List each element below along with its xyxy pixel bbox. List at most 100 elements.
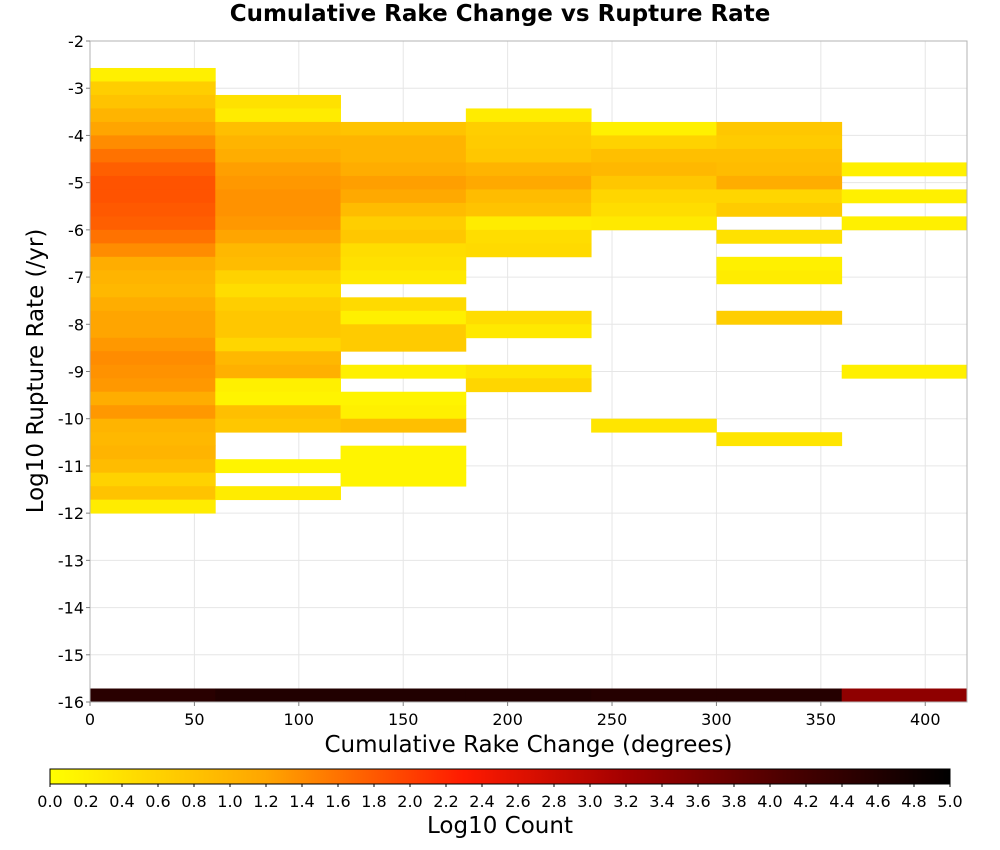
heatmap-cell [340,297,467,312]
heatmap-cell [340,391,467,406]
y-tick-label: -5 [68,174,84,193]
x-axis-label: Cumulative Rake Change (degrees) [324,732,733,758]
heatmap-cell [716,202,843,217]
colorbar-tick-label: 4.8 [901,792,926,811]
colorbar-tick-label: 1.0 [217,792,242,811]
colorbar-tick-label: 1.4 [289,792,314,811]
heatmap-cell [716,229,843,244]
heatmap-cell [90,202,216,217]
heatmap-cell [465,688,592,703]
heatmap-cell [340,243,467,258]
heatmap-cell [716,270,843,285]
colorbar-tick-label: 5.0 [937,792,962,811]
heatmap-cell [591,162,717,177]
heatmap-cell [465,135,592,150]
heatmap-cell [716,162,843,177]
heatmap-cell [215,378,341,393]
heatmap-cell [340,324,467,339]
heatmap-cell [340,405,467,420]
colorbar-tick-label: 0.0 [37,792,62,811]
heatmap-cell [215,175,341,190]
heatmap-cell [340,418,467,433]
heatmap-cell [340,216,467,231]
heatmap-cell [215,121,341,136]
heatmap-cell [90,405,216,420]
heatmap-cell [90,486,216,501]
heatmap-cell [90,135,216,150]
heatmap-cell [716,148,843,163]
y-tick-label: -12 [58,504,84,523]
heatmap-cell [716,688,843,703]
colorbar-tick-label: 0.8 [181,792,206,811]
y-tick-label: -7 [68,268,84,287]
heatmap-cell [465,202,592,217]
colorbar-tick-label: 3.8 [721,792,746,811]
heatmap-cell [90,216,216,231]
colorbar-tick-label: 4.4 [829,792,854,811]
colorbar-tick-label: 3.6 [685,792,710,811]
heatmap-cell [215,351,341,366]
heatmap-cell [90,432,216,447]
heatmap-cell [465,108,592,123]
x-tick-label: 200 [492,710,523,729]
heatmap-cell [465,364,592,379]
heatmap-cell [90,364,216,379]
heatmap-cell [591,216,717,231]
heatmap-cell [90,256,216,271]
heatmap-cell [340,135,467,150]
colorbar-tick-label: 3.0 [577,792,602,811]
colorbar-tick-label: 2.4 [469,792,494,811]
colorbar-tick-label: 0.4 [109,792,134,811]
heatmap-cell [591,135,717,150]
heatmap-cell [340,256,467,271]
heatmap-cell [215,148,341,163]
y-tick-label: -9 [68,363,84,382]
heatmap-cell [591,121,717,136]
colorbar-tick-label: 2.2 [433,792,458,811]
heatmap-cell [841,162,968,177]
heatmap-cell [90,337,216,352]
heatmap-cell [465,148,592,163]
colorbar-label: Log10 Count [427,813,573,839]
heatmap-cell [340,229,467,244]
x-tick-label: 0 [85,710,95,729]
heatmap-cell [340,337,467,352]
heatmap-cell [716,175,843,190]
heatmap-cell [215,324,341,339]
heatmap-cell [340,688,467,703]
heatmap-cell [340,121,467,136]
heatmap-cell [90,324,216,339]
heatmap-cell [215,94,341,109]
heatmap-cell [90,472,216,487]
heatmap-cell [340,445,467,460]
colorbar-tick-label: 1.8 [361,792,386,811]
x-tick-label: 300 [701,710,732,729]
colorbar-tick-label: 4.6 [865,792,890,811]
heatmap-cell [90,688,216,703]
heatmap-cell [716,432,843,447]
heatmap-cell [340,364,467,379]
heatmap-cell [465,310,592,325]
heatmap-cell [90,283,216,298]
x-tick-label: 50 [184,710,204,729]
heatmap-cell [215,162,341,177]
y-tick-label: -16 [58,693,84,712]
heatmap-cell [215,216,341,231]
y-tick-label: -2 [68,32,84,51]
heatmap-cell [215,256,341,271]
y-tick-label: -14 [58,599,84,618]
y-tick-label: -15 [58,646,84,665]
heatmap-cell [340,175,467,190]
heatmap-cell [90,378,216,393]
y-tick-label: -6 [68,221,84,240]
heatmap-cell [716,256,843,271]
colorbar-tick-label: 3.4 [649,792,674,811]
heatmap-cell [215,202,341,217]
x-tick-label: 400 [910,710,941,729]
y-tick-label: -3 [68,79,84,98]
colorbar [49,768,951,785]
heatmap-cell [591,688,717,703]
heatmap-cell [90,121,216,136]
heatmap-cell [215,270,341,285]
